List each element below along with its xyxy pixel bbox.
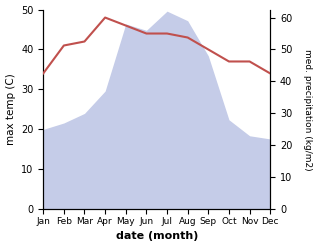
Y-axis label: max temp (C): max temp (C)	[5, 74, 16, 145]
X-axis label: date (month): date (month)	[115, 231, 198, 242]
Y-axis label: med. precipitation (kg/m2): med. precipitation (kg/m2)	[303, 49, 313, 170]
